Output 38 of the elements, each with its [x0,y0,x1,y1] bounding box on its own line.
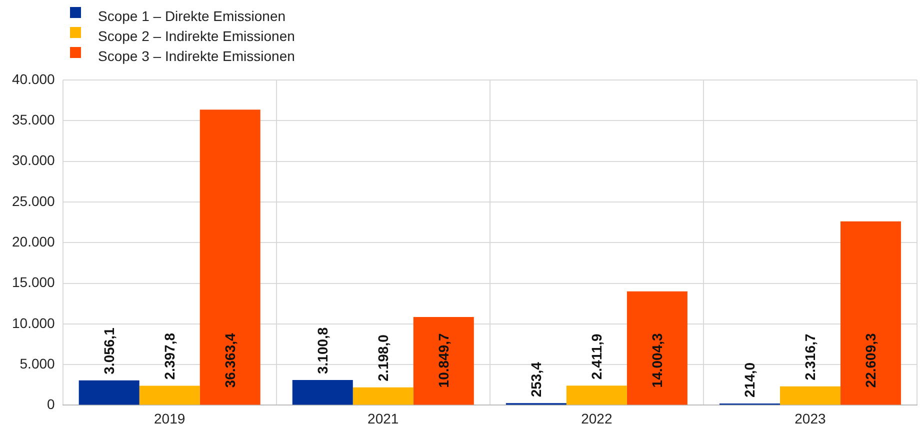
bar [352,387,414,405]
y-tick-label: 25.000 [12,192,56,209]
x-tick-label: 2022 [581,410,612,426]
x-tick-label: 2019 [154,410,186,426]
bar [139,386,200,405]
y-tick-label: 0 [47,396,56,412]
data-label: 253,4 [528,362,544,398]
x-tick-label: 2021 [368,410,399,426]
y-tick-label: 20.000 [12,233,56,250]
data-label: 2.397,8 [162,332,178,380]
bar [566,386,627,405]
x-tick-label: 2023 [794,410,826,426]
bar [413,316,474,405]
y-tick-label: 15.000 [12,274,56,290]
data-label: 14.004,3 [649,332,666,388]
data-label: 10.849,7 [436,332,452,388]
bar [840,221,901,405]
data-label: 3.056,1 [101,327,118,374]
y-tick-label: 40.000 [12,70,56,87]
legend-label: Scope 3 – Indirekte Emissionen [98,48,295,64]
y-tick-label: 35.000 [12,112,56,128]
data-label: 3.100,8 [314,327,331,374]
bar [292,380,353,405]
y-tick-label: 5.000 [20,355,56,372]
bar [780,386,840,405]
bar [626,291,688,405]
legend-label: Scope 2 – Indirekte Emissionen [98,28,295,44]
data-label: 36.363,4 [222,332,238,388]
bar [200,110,260,405]
data-label: 214,0 [742,362,758,398]
y-tick-label: 30.000 [12,152,56,168]
legend-label: Scope 1 – Direkte Emissionen [98,8,286,24]
bar [78,380,140,405]
data-label: 22.609,3 [862,332,879,388]
data-label: 2.411,9 [588,333,605,380]
data-label: 2.316,7 [802,333,818,380]
y-tick-label: 10.000 [12,314,56,331]
data-label: 2.198,0 [375,334,392,382]
